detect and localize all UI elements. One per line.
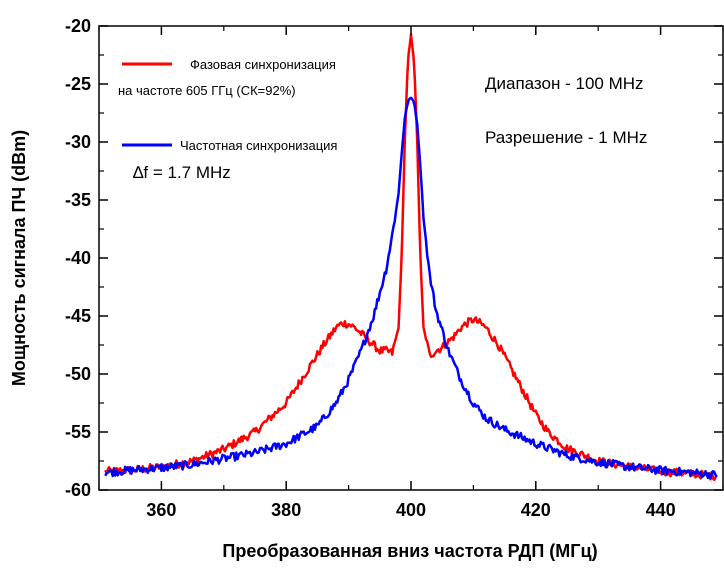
y-tick-label: -55: [65, 422, 91, 442]
y-tick-label: -30: [65, 132, 91, 152]
x-tick-label: 400: [396, 500, 426, 520]
y-tick-label: -40: [65, 248, 91, 268]
annotation-span: Диапазон - 100 MHz: [485, 74, 644, 93]
x-tick-label: 360: [146, 500, 176, 520]
legend-red-label-line1: Фазовая синхронизация: [190, 57, 336, 72]
y-axis-title: Мощность сигнала ПЧ (dBm): [9, 130, 29, 386]
y-tick-label: -25: [65, 74, 91, 94]
legend-blue-label-line2: ∆f = 1.7 MHz: [133, 163, 231, 182]
y-tick-label: -20: [65, 16, 91, 36]
y-tick-label: -45: [65, 306, 91, 326]
x-tick-label: 420: [521, 500, 551, 520]
legend-blue-label-line1: Частотная синхронизация: [180, 138, 337, 153]
legend: Фазовая синхронизация на частоте 605 ГГц…: [118, 57, 337, 182]
y-tick-label: -35: [65, 190, 91, 210]
tick-layer: -20 -25 -30 -35 -40 -45 -50 -55 -60 360 380 400 420 4…: [65, 16, 724, 520]
x-tick-label: 440: [646, 500, 676, 520]
y-tick-label: -60: [65, 480, 91, 500]
y-tick-label: -50: [65, 364, 91, 384]
series-line-frequency-lock: [104, 96, 718, 480]
x-tick-label: 380: [271, 500, 301, 520]
x-axis-title: Преобразованная вниз частота РДП (МГц): [222, 541, 597, 561]
annotation-resolution: Разрешение - 1 MHz: [485, 128, 647, 147]
legend-red-label-line2: на частоте 605 ГГц (СК=92%): [118, 83, 296, 98]
